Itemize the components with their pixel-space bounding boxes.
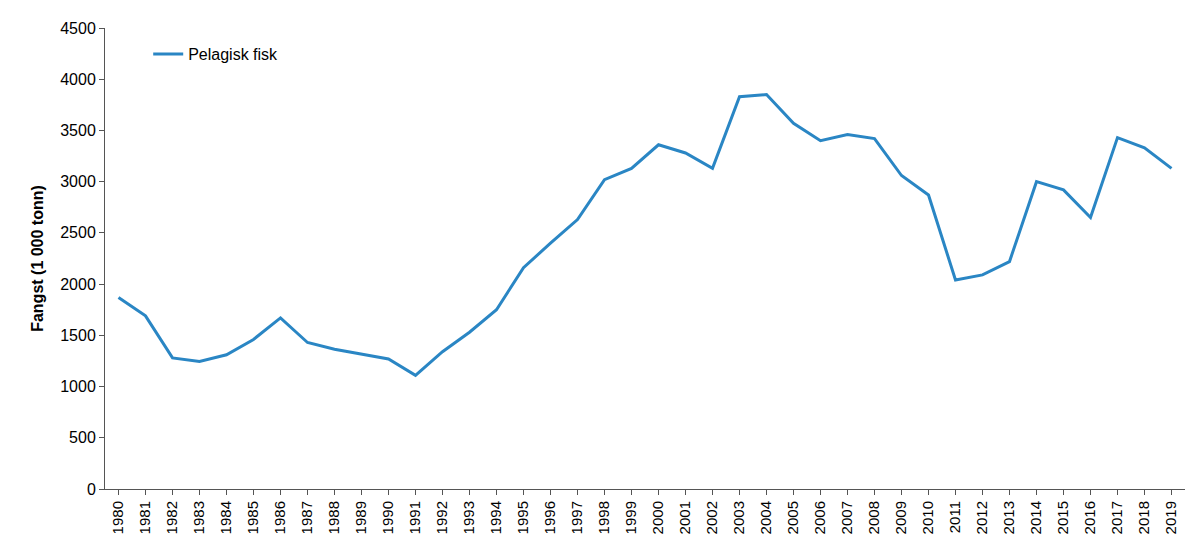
svg-text:1982: 1982 (163, 501, 180, 534)
svg-text:2006: 2006 (811, 501, 828, 534)
svg-text:2017: 2017 (1108, 501, 1125, 534)
svg-text:2000: 2000 (649, 501, 666, 534)
svg-text:2005: 2005 (784, 501, 801, 534)
svg-text:2500: 2500 (60, 224, 96, 241)
svg-text:2010: 2010 (919, 501, 936, 534)
svg-text:2007: 2007 (838, 501, 855, 534)
svg-text:0: 0 (87, 481, 96, 498)
svg-text:2000: 2000 (60, 276, 96, 293)
svg-text:1996: 1996 (541, 501, 558, 534)
svg-text:1998: 1998 (595, 501, 612, 534)
svg-text:2016: 2016 (1081, 501, 1098, 534)
svg-text:2009: 2009 (892, 501, 909, 534)
svg-text:2019: 2019 (1162, 501, 1179, 534)
svg-text:1994: 1994 (487, 501, 504, 534)
svg-text:2014: 2014 (1027, 501, 1044, 534)
svg-text:2012: 2012 (973, 501, 990, 534)
svg-text:1981: 1981 (136, 501, 153, 534)
svg-text:2013: 2013 (1000, 501, 1017, 534)
svg-text:500: 500 (69, 429, 96, 446)
svg-text:1985: 1985 (244, 501, 261, 534)
svg-text:1500: 1500 (60, 327, 96, 344)
svg-text:1984: 1984 (217, 501, 234, 534)
svg-text:1989: 1989 (352, 501, 369, 534)
svg-text:1980: 1980 (109, 501, 126, 534)
svg-text:1983: 1983 (190, 501, 207, 534)
svg-text:1993: 1993 (460, 501, 477, 534)
svg-text:1986: 1986 (271, 501, 288, 534)
svg-text:3500: 3500 (60, 122, 96, 139)
svg-text:2018: 2018 (1135, 501, 1152, 534)
svg-text:2015: 2015 (1054, 501, 1071, 534)
svg-text:2001: 2001 (676, 501, 693, 534)
svg-text:4500: 4500 (60, 20, 96, 37)
svg-text:2003: 2003 (730, 501, 747, 534)
svg-text:1995: 1995 (514, 501, 531, 534)
svg-text:1000: 1000 (60, 378, 96, 395)
svg-text:1990: 1990 (379, 501, 396, 534)
svg-text:1997: 1997 (568, 501, 585, 534)
svg-text:1988: 1988 (325, 501, 342, 534)
svg-text:1987: 1987 (298, 501, 315, 534)
svg-text:2008: 2008 (865, 501, 882, 534)
svg-text:Fangst (1 000 tonn): Fangst (1 000 tonn) (29, 185, 46, 332)
svg-text:2002: 2002 (703, 501, 720, 534)
svg-text:4000: 4000 (60, 71, 96, 88)
svg-text:2011: 2011 (946, 501, 963, 533)
svg-text:1991: 1991 (406, 501, 423, 534)
svg-text:3000: 3000 (60, 173, 96, 190)
svg-text:1992: 1992 (433, 501, 450, 534)
svg-text:2004: 2004 (757, 501, 774, 534)
svg-text:1999: 1999 (622, 501, 639, 534)
svg-text:Pelagisk fisk: Pelagisk fisk (188, 46, 278, 63)
